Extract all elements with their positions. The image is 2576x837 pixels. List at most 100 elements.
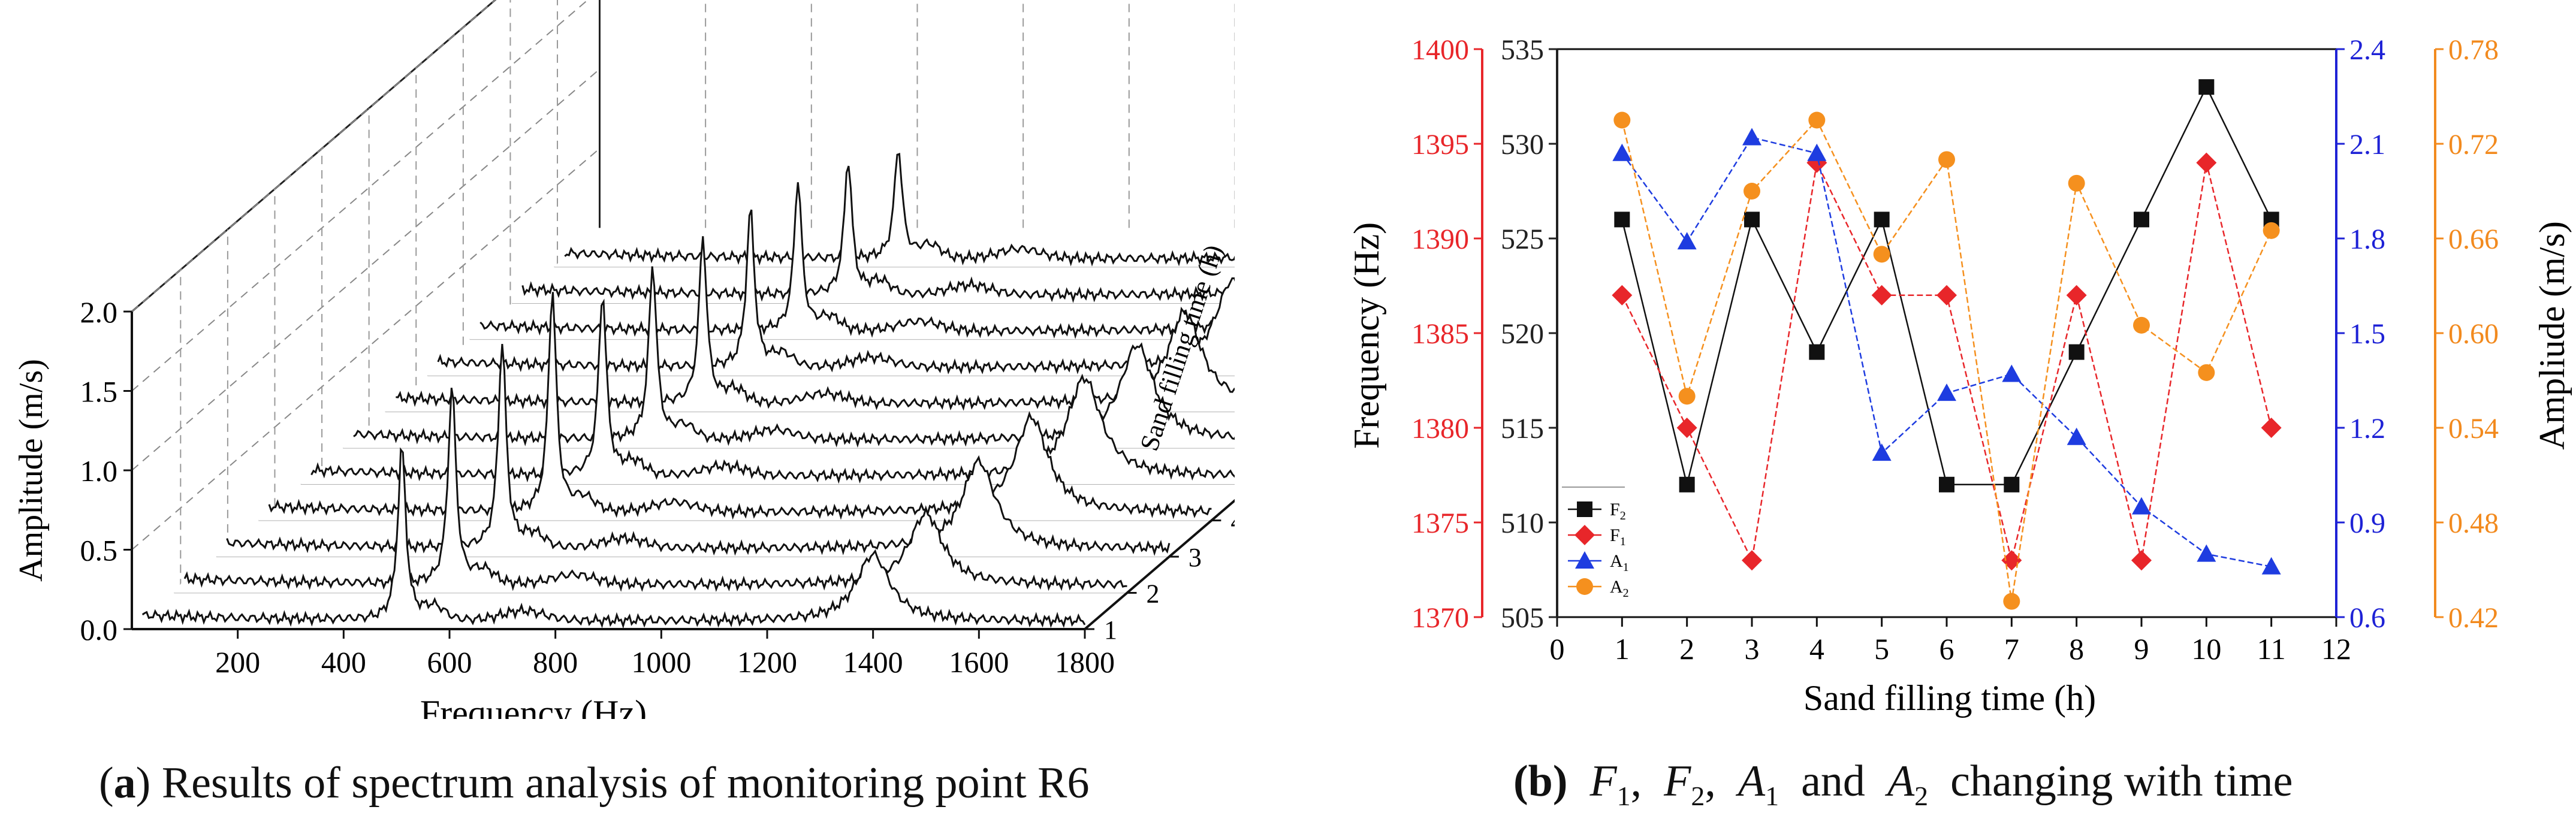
z-tick-label: 2 [1146,579,1159,609]
marker-triangle [2132,497,2151,515]
spectrum-trace-1 [141,447,1086,629]
marker-circle [2068,174,2085,192]
legend: F2 F1 A1 A2 [1562,487,1629,600]
caption-b-f1: F [1589,757,1617,806]
waterfall-tick-labels: 0.0 0.5 1.0 1.5 2.0 200 400 600 800 1000 1200 1400 1… [80,295,1235,679]
x-tick-label: 1400 [843,645,903,679]
caption-b-f2-sub: 2 [1691,780,1705,811]
z-tick-label: 4 [1230,507,1235,536]
caption-b-a2-sub: 2 [1914,780,1929,811]
marker-circle [1808,111,1826,129]
time-series-axes: 0 1 2 3 4 5 6 7 8 9 10 11 12505510515520525530535137… [1411,34,2499,666]
marker-triangle [1677,232,1697,250]
marker-diamond [2131,550,2152,571]
f1-tick-label: 1380 [1411,413,1469,445]
a2-tick-label: 0.78 [2448,34,2499,66]
a1-tick-label: 0.6 [2349,602,2385,634]
a1-tick-label: 2.4 [2349,34,2385,66]
y-tick-label: 0.5 [80,534,118,567]
x-tick-label: 5 [1874,632,1889,666]
marker-diamond [1574,525,1595,545]
x-tick-label: 200 [215,645,260,679]
series-f1 [1612,152,2282,571]
marker-square [2068,344,2085,360]
legend-label: F2 [1610,500,1626,522]
spectrum-trace-10 [521,165,1235,303]
marker-diamond [1612,285,1633,306]
x-tick-label: 1800 [1055,645,1115,679]
waterfall-chart: 0.0 0.5 1.0 1.5 2.0 200 400 600 800 1000 1200 1400 1… [13,0,1235,719]
x-axis-label: Frequency (Hz) [420,693,647,719]
f1-tick-label: 1385 [1411,318,1469,350]
caption-a-text: Results of spectrum analysis of monitori… [161,759,1090,808]
y-tick-label: 0.0 [80,613,118,646]
marker-triangle [1872,443,1892,461]
x-tick-label: 800 [533,645,578,679]
time-series-chart: 0 1 2 3 4 5 6 7 8 9 10 11 12505510515520525530535137… [1347,34,2572,718]
spectrum-trace-6 [353,266,1235,448]
x-tick-label: 1 [1615,632,1630,666]
z-axis-line [1084,498,1235,630]
legend-label: F1 [1610,525,1626,548]
caption-b-rest: changing with time [1950,757,2293,806]
marker-diamond [1676,418,1697,438]
legend-label-sub: 1 [1620,535,1626,548]
waterfall-axes [123,310,1235,639]
a2-tick-label: 0.54 [2448,413,2499,445]
x-tick-label: 600 [427,645,472,679]
marker-square [2134,211,2149,228]
waterfall-traces [132,152,1235,629]
x-tick-label: 400 [321,645,366,679]
marker-diamond [1936,285,1957,306]
f2-tick-label: 525 [1501,223,1544,255]
caption-b: (b) F1, F2, A1 and A2 changing with time [1513,757,2293,811]
a1-tick-label: 1.2 [2349,413,2385,445]
a1-tick-label: 1.8 [2349,223,2385,255]
spectrum-trace-9 [479,182,1235,339]
y-axis-label-right: Ampliude (m/s) [2532,221,2572,450]
marker-triangle [2002,364,2022,382]
y-axis-label: Amplitude (m/s) [13,359,50,582]
marker-triangle [2197,544,2216,562]
marker-diamond [2261,418,2282,438]
marker-triangle [1575,551,1594,569]
x-tick-label: 6 [1939,632,1954,666]
x-tick-label: 0 [1550,632,1565,666]
spectrum-trace-3 [226,343,1171,557]
marker-triangle [1937,383,1956,401]
caption-b-a1-sub: 1 [1765,780,1779,811]
z-tick-label: 1 [1104,615,1117,645]
caption-b-letter: b [1528,757,1553,806]
marker-diamond [1742,550,1762,571]
trace-mask [343,266,1235,448]
caption-b-a2: A [1887,757,1915,806]
amp-gridline [131,68,601,471]
trace-mask [554,154,1235,267]
a1-tick-label: 0.9 [2349,507,2385,539]
legend-label: A2 [1610,577,1629,600]
a1-tick-label: 2.1 [2349,129,2385,161]
marker-square [1614,211,1630,228]
f1-tick-label: 1390 [1411,223,1469,255]
f2-tick-label: 515 [1501,413,1544,445]
time-series-lines [1612,79,2282,610]
spectrum-trace-4 [268,292,1212,520]
x-tick-label: 1000 [631,645,691,679]
x-tick-label: 9 [2134,632,2149,666]
marker-circle [1938,151,1955,168]
caption-b-and: and [1801,757,1865,806]
legend-label-sub: 2 [1623,587,1629,600]
time-series-frame [1557,48,2336,618]
series-line [1621,119,2272,602]
marker-circle [1678,388,1696,405]
marker-square [1744,211,1760,228]
spectrum-trace-8 [437,209,1235,375]
series-line [1621,160,2272,563]
marker-diamond [1871,285,1892,306]
marker-square [1809,344,1825,360]
marker-circle [1613,111,1631,129]
f1-tick-label: 1375 [1411,507,1469,539]
f2-tick-label: 535 [1501,34,1544,66]
a2-tick-label: 0.60 [2448,318,2499,350]
marker-circle [2263,222,2280,239]
